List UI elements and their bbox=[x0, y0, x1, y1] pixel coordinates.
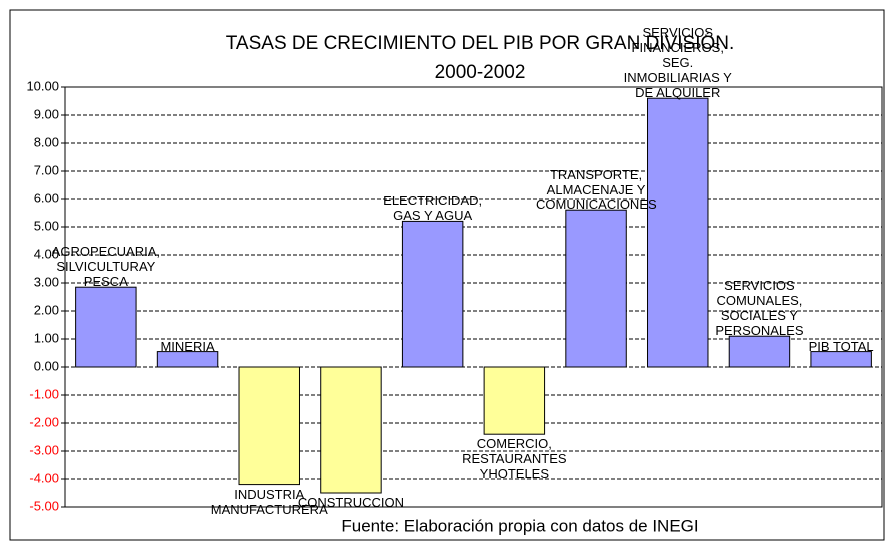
bar bbox=[810, 351, 872, 368]
y-tick-label: 8.00 bbox=[34, 134, 59, 149]
bar bbox=[320, 366, 382, 494]
bar bbox=[156, 351, 219, 368]
category-label: SERVICIOS FINANCIEROS, SEG. INMOBILIARIA… bbox=[623, 25, 732, 101]
bar bbox=[238, 366, 300, 486]
y-tick-label: -4.00 bbox=[29, 470, 59, 485]
y-tick-label: 10.00 bbox=[26, 78, 59, 93]
chart-subtitle: 2000-2002 bbox=[435, 62, 526, 83]
category-label: PIB TOTAL bbox=[808, 338, 874, 354]
category-label: MINERIA bbox=[160, 338, 215, 354]
y-tick-label: 3.00 bbox=[34, 274, 59, 289]
y-tick-label: 1.00 bbox=[34, 330, 59, 345]
y-tick-label: -2.00 bbox=[29, 414, 59, 429]
y-tick-label: 5.00 bbox=[34, 218, 59, 233]
y-tick-label: 4.00 bbox=[34, 246, 59, 261]
plot-area bbox=[64, 86, 883, 508]
y-tick-label: 9.00 bbox=[34, 106, 59, 121]
bar bbox=[75, 286, 137, 368]
y-tick-label: 7.00 bbox=[34, 162, 59, 177]
category-label: ELECTRICIDAD, GAS Y AGUA bbox=[383, 193, 483, 224]
category-label: CONSTRUCCION bbox=[297, 495, 405, 510]
source-note: Fuente: Elaboración propia con datos de … bbox=[341, 516, 698, 535]
bar bbox=[647, 97, 709, 368]
y-tick-label: -1.00 bbox=[29, 386, 59, 401]
bar bbox=[483, 366, 546, 435]
y-tick-label: 0.00 bbox=[34, 358, 59, 373]
y-tick-label: 6.00 bbox=[34, 190, 59, 205]
category-label: INDUSTRIA MANUFACTURERA bbox=[210, 486, 328, 517]
category-label: SERVICIOS COMUNALES, SOCIALES Y PERSONAL… bbox=[715, 278, 804, 339]
category-label: TRANSPORTE, ALMACENAJE Y COMUNICACIONES bbox=[536, 167, 657, 213]
category-label: COMERCIO, RESTAURANTES YHOTELES bbox=[462, 436, 567, 482]
bar bbox=[565, 209, 627, 368]
bar bbox=[401, 220, 464, 368]
y-tick-label: -3.00 bbox=[29, 442, 59, 457]
y-tick-label: 2.00 bbox=[34, 302, 59, 317]
y-tick-label: -5.00 bbox=[29, 498, 59, 513]
chart-title: TASAS DE CRECIMIENTO DEL PIB POR GRAN DI… bbox=[226, 32, 735, 54]
bar bbox=[728, 335, 791, 368]
category-label: AGROPECUARIA, SILVICULTURAY PESCA bbox=[51, 244, 161, 290]
